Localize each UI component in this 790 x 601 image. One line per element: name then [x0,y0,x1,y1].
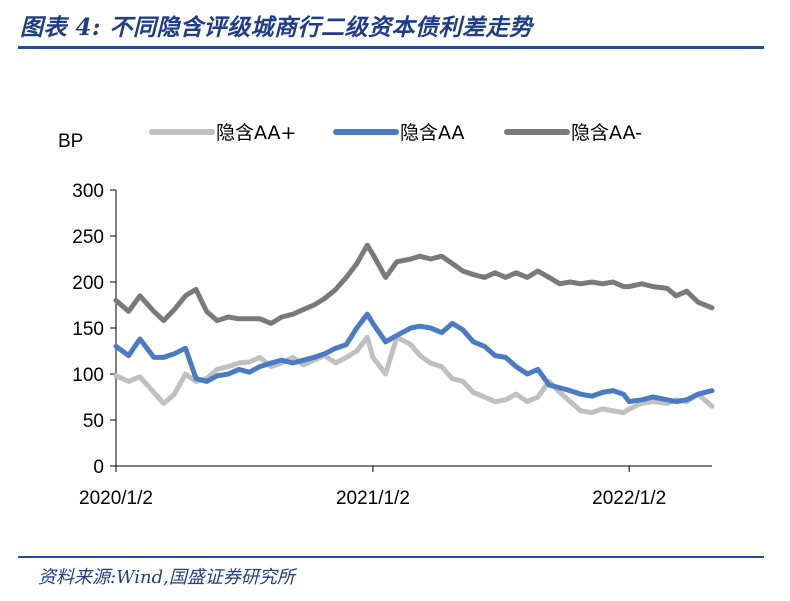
y-tick-label: 150 [72,319,104,340]
y-tick-label: 300 [72,181,104,202]
line-chart: 0 50 100 150 200 250 300 2020/1/2 2021/1/2 2022/1… [58,122,715,509]
footer-divider [18,556,764,558]
y-tick-label: 0 [93,457,104,478]
legend-label-2: 隐含AA- [571,122,642,144]
chart-axes: 0 50 100 150 200 250 300 2020/1/2 2021/1/2 2022/1… [72,181,712,509]
x-tick-label: 2021/1/2 [336,488,410,509]
legend-label-1: 隐含AA [400,122,465,144]
series-line-2 [113,242,715,326]
source-note: 资料来源:Wind,国盛证券研究所 [38,567,295,588]
chart-title: 图表 4: 不同隐含评级城商行二级资本债利差走势 [20,14,533,41]
x-tick-label: 2020/1/2 [79,488,153,509]
y-tick-label: 100 [72,365,104,386]
legend-label-0: 隐含AA+ [216,122,296,144]
chart-series [113,242,715,416]
x-tick-label: 2022/1/2 [592,488,666,509]
y-axis-label: BP [58,131,83,152]
chart-legend: 隐含AA+ 隐含AA 隐含AA- [149,122,642,144]
y-tick-label: 250 [72,227,104,248]
header-divider [18,46,764,49]
series-line-1 [113,311,715,405]
y-tick-label: 200 [72,273,104,294]
series-line-0 [113,334,715,416]
y-tick-label: 50 [83,411,104,432]
